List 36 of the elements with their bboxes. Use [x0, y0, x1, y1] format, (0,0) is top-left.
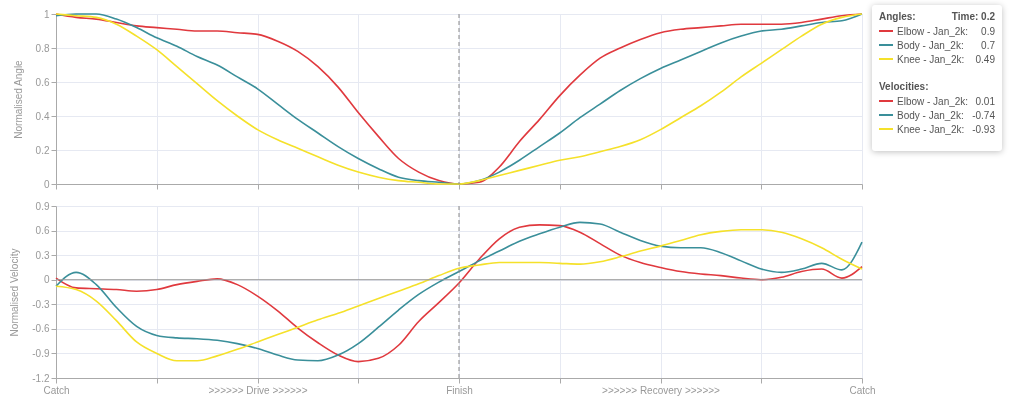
y-tick-label: 0.9: [35, 200, 50, 212]
y-tick-label: 0.4: [35, 110, 50, 122]
legend-label: Knee - Jan_2k:: [897, 53, 966, 65]
y-tick-label: -0.6: [32, 323, 50, 335]
y-tick-label: 0: [43, 274, 50, 286]
x-tick-label: Catch: [43, 384, 70, 396]
legend-title: Angles:: [879, 11, 916, 22]
x-tick-label: Catch: [849, 384, 876, 396]
y-tick-label: -0.9: [32, 347, 50, 359]
y-tick-label: 0.3: [35, 249, 50, 261]
x-tick-label: >>>>>> Drive >>>>>>: [208, 384, 308, 396]
text: 0.01: [975, 95, 995, 107]
y-axis-title: Normalised Velocity: [9, 248, 21, 337]
y-tick-label: -1.2: [32, 372, 50, 384]
y-tick-label: 0.6: [35, 225, 50, 237]
text: 0.7: [981, 39, 995, 51]
y-tick-label: 0.2: [35, 144, 50, 156]
x-tick-label: Finish: [446, 384, 473, 396]
y-tick-label: 1: [43, 8, 50, 20]
y-axis-title: Normalised Angle: [12, 59, 24, 139]
legend-label: Body - Jan_2k:: [897, 39, 965, 51]
legend-label: Elbow - Jan_2k:: [897, 25, 970, 37]
text: -0.93: [972, 123, 995, 135]
text: -0.74: [972, 109, 995, 121]
legend-label: Knee - Jan_2k:: [897, 123, 966, 135]
text: 0.49: [975, 53, 995, 65]
y-tick-label: 0.6: [35, 76, 50, 88]
text: Time: 0.2: [951, 11, 995, 22]
legend-title: Velocities:: [879, 81, 929, 92]
legend-label: Elbow - Jan_2k:: [897, 95, 970, 107]
text: 0.9: [981, 25, 995, 37]
y-tick-label: 0.8: [35, 42, 50, 54]
y-tick-label: -0.3: [32, 298, 50, 310]
y-tick-label: 0: [43, 178, 50, 190]
x-tick-label: >>>>>> Recovery >>>>>>: [602, 384, 721, 396]
legend-label: Body - Jan_2k:: [897, 109, 965, 121]
